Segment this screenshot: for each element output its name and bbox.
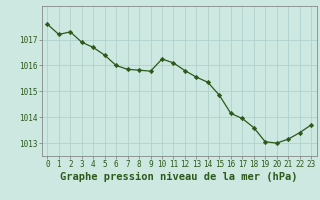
X-axis label: Graphe pression niveau de la mer (hPa): Graphe pression niveau de la mer (hPa) bbox=[60, 172, 298, 182]
